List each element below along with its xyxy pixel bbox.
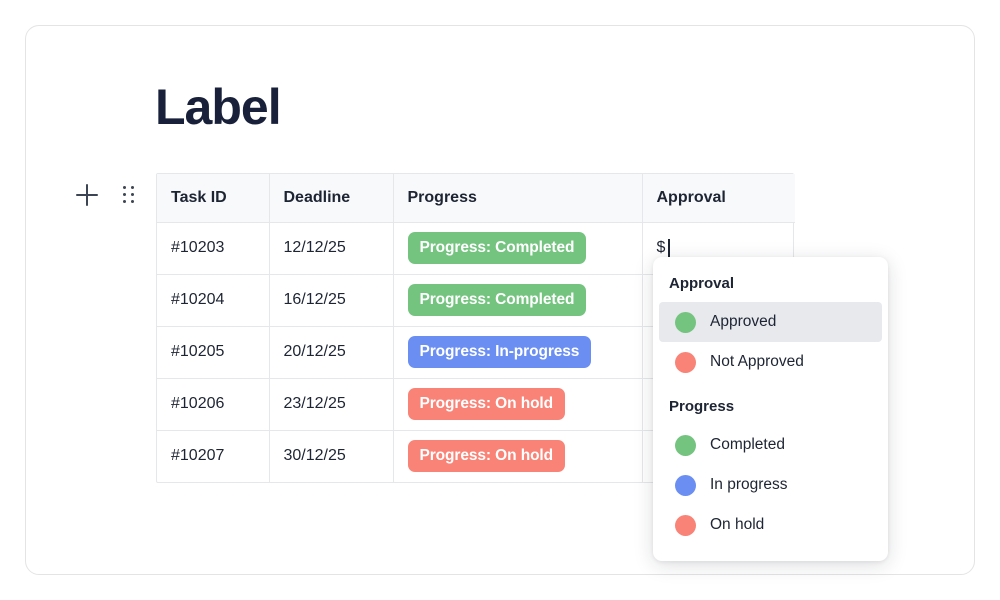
cell-progress[interactable]: Progress: In-progress: [393, 326, 643, 379]
cell-progress[interactable]: Progress: On hold: [393, 430, 643, 482]
approval-input[interactable]: $: [656, 238, 670, 258]
column-header-progress[interactable]: Progress: [393, 174, 643, 223]
cell-deadline[interactable]: 12/12/25: [269, 222, 394, 275]
drag-handle-button[interactable]: [117, 183, 141, 207]
dropdown-option-label: Approved: [710, 313, 777, 330]
progress-badge[interactable]: Progress: Completed: [407, 284, 587, 316]
dropdown-option-label: Completed: [710, 436, 785, 453]
cell-deadline[interactable]: 30/12/25: [269, 430, 394, 482]
text-caret: [668, 238, 670, 258]
row-gutter-controls: [75, 183, 141, 207]
dropdown-option[interactable]: Approved: [659, 302, 882, 342]
column-header-task-id[interactable]: Task ID: [157, 174, 270, 223]
dropdown-option[interactable]: On hold: [659, 505, 882, 545]
cell-progress[interactable]: Progress: Completed: [393, 274, 643, 327]
cell-task-id[interactable]: #10206: [157, 378, 270, 431]
plus-icon: [76, 184, 98, 206]
dropdown-option-label: In progress: [710, 476, 788, 493]
dropdown-option[interactable]: Completed: [659, 425, 882, 465]
drag-handle-icon: [123, 186, 135, 204]
cell-progress[interactable]: Progress: Completed: [393, 222, 643, 275]
dropdown-option[interactable]: Not Approved: [659, 342, 882, 382]
table-header: Task ID Deadline Progress Approval: [157, 174, 795, 223]
cell-deadline[interactable]: 23/12/25: [269, 378, 394, 431]
dropdown-group-label: Progress: [669, 398, 735, 415]
table-header-row: Task ID Deadline Progress Approval: [157, 174, 795, 223]
cell-task-id[interactable]: #10203: [157, 222, 270, 275]
dropdown-option-label: On hold: [710, 516, 765, 533]
task-table: Task ID Deadline Progress Approval #1020…: [156, 173, 795, 483]
status-dot-icon: [675, 351, 696, 373]
progress-badge[interactable]: Progress: On hold: [407, 440, 566, 473]
cell-task-id[interactable]: #10205: [157, 326, 270, 379]
table-body: #10203 12/12/25 Progress: Completed $ #10204…: [157, 222, 795, 482]
approval-input-value: $: [656, 239, 666, 256]
progress-badge[interactable]: Progress: Completed: [407, 232, 587, 264]
cell-progress[interactable]: Progress: On hold: [393, 378, 643, 431]
cell-task-id[interactable]: #10207: [157, 430, 270, 482]
table-row: #10207 30/12/25 Progress: On hold: [157, 430, 795, 482]
column-header-approval[interactable]: Approval: [642, 174, 795, 223]
dropdown-option-label: Not Approved: [710, 353, 804, 370]
status-dot-icon: [675, 514, 696, 536]
add-row-button[interactable]: [75, 183, 99, 207]
cell-deadline[interactable]: 16/12/25: [269, 274, 394, 327]
status-dot-icon: [675, 474, 696, 496]
status-dot-icon: [675, 311, 696, 333]
page-title: Label: [155, 79, 282, 135]
progress-badge[interactable]: Progress: In-progress: [407, 336, 592, 368]
task-table-element: Task ID Deadline Progress Approval #1020…: [157, 174, 795, 482]
status-dropdown-menu[interactable]: Approval Approved Not Approved Progress Comp…: [653, 257, 888, 561]
column-header-deadline[interactable]: Deadline: [269, 174, 394, 223]
status-dot-icon: [675, 434, 696, 456]
dropdown-option[interactable]: In progress: [659, 465, 882, 505]
cell-task-id[interactable]: #10204: [157, 274, 270, 327]
dropdown-group-label: Approval: [669, 275, 735, 292]
progress-badge[interactable]: Progress: On hold: [407, 388, 566, 420]
table-row: #10203 12/12/25 Progress: Completed $: [157, 222, 795, 275]
cell-deadline[interactable]: 20/12/25: [269, 326, 394, 379]
